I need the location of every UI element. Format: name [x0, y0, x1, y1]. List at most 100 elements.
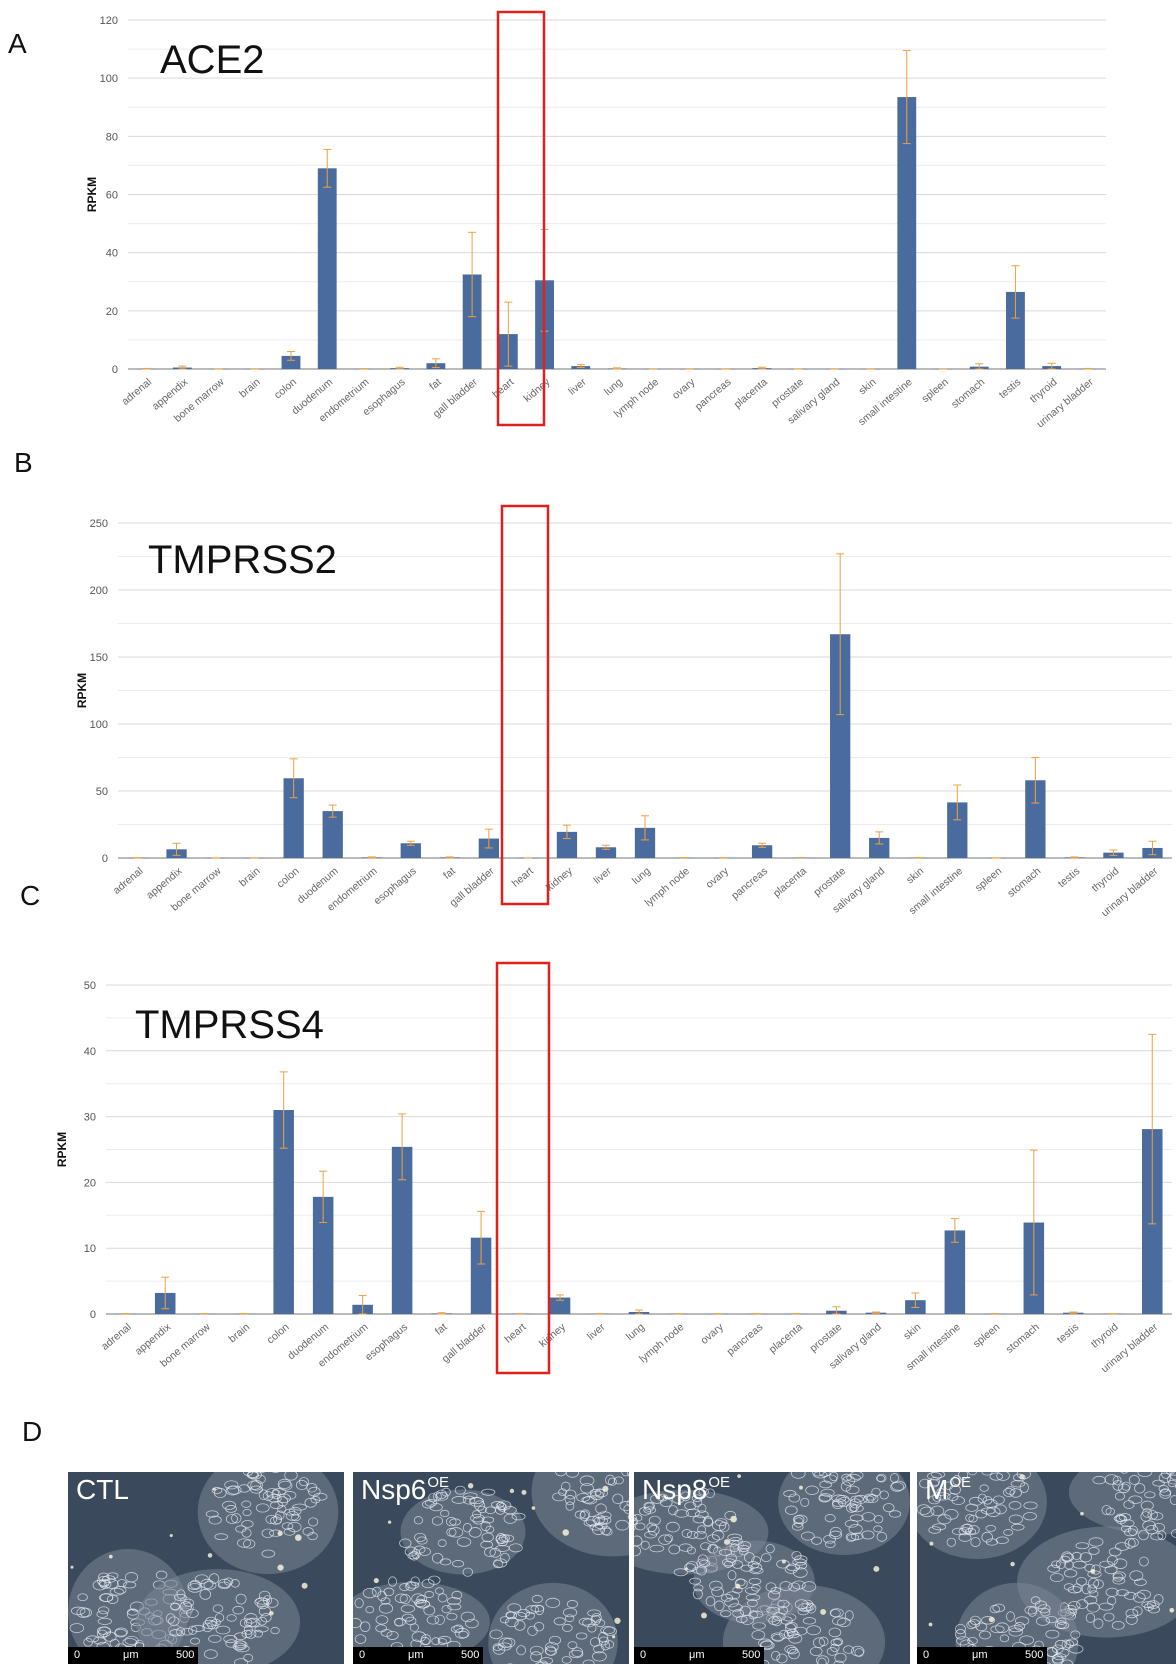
- cell: [783, 1490, 797, 1498]
- cell: [215, 1625, 231, 1635]
- y-tick-label: 60: [106, 190, 118, 202]
- cell: [1123, 1500, 1135, 1509]
- cell: [728, 1603, 743, 1612]
- x-tick-label: liver: [566, 376, 589, 398]
- bar-gall-bladder: [462, 274, 482, 369]
- cell: [446, 1597, 462, 1605]
- cell: [413, 1516, 424, 1525]
- cell: [955, 1623, 966, 1635]
- debris-dot: [269, 1610, 274, 1616]
- cell: [582, 1618, 596, 1628]
- cell: [643, 1506, 657, 1514]
- micrograph-panel: CTL 0 μm 500 Nsp6OE 0 μm 500 Nsp8OE 0 μm…: [68, 1472, 1176, 1664]
- cell: [191, 1624, 206, 1632]
- cell: [310, 1496, 321, 1504]
- cell: [435, 1489, 447, 1500]
- cell: [600, 1626, 615, 1635]
- cell: [1019, 1635, 1034, 1645]
- cell: [693, 1530, 707, 1540]
- cell: [1084, 1595, 1098, 1605]
- cell: [749, 1567, 764, 1575]
- cell: [1113, 1558, 1128, 1569]
- cell: [1114, 1542, 1130, 1551]
- x-tick-label: heart: [510, 865, 536, 890]
- debris-dot: [1080, 1511, 1084, 1516]
- cell: [593, 1644, 605, 1654]
- cell: [812, 1472, 825, 1477]
- cell: [261, 1528, 275, 1538]
- cell: [247, 1472, 259, 1479]
- cell: [394, 1618, 404, 1627]
- cell: [386, 1631, 399, 1640]
- bar-duodenum: [312, 1196, 334, 1314]
- x-tick-label: heart: [490, 376, 516, 401]
- cell: [1015, 1616, 1030, 1626]
- cell: [281, 1522, 294, 1530]
- cell: [312, 1492, 328, 1501]
- x-tick-label: thyroid: [1089, 1321, 1121, 1351]
- cell: [1092, 1475, 1106, 1485]
- cell: [1112, 1475, 1122, 1486]
- cell: [890, 1482, 905, 1492]
- cell: [981, 1616, 996, 1625]
- x-tick-label: kidney: [522, 376, 554, 405]
- debris-dot: [735, 1583, 741, 1589]
- cell: [406, 1581, 420, 1589]
- cell: [1093, 1579, 1104, 1589]
- cell: [411, 1631, 427, 1643]
- cell: [241, 1528, 252, 1538]
- debris-dot: [684, 1567, 688, 1571]
- cell: [431, 1516, 444, 1526]
- cell: [495, 1505, 506, 1515]
- cell: [1138, 1529, 1149, 1541]
- cell: [828, 1627, 842, 1638]
- cell-colony: [353, 1581, 490, 1663]
- cell: [1120, 1519, 1135, 1528]
- cell: [864, 1493, 877, 1501]
- cell: [946, 1537, 957, 1547]
- cell: [1093, 1618, 1104, 1629]
- cell: [1147, 1510, 1158, 1520]
- cell: [711, 1586, 725, 1598]
- cell: [1141, 1601, 1156, 1609]
- cell: [1166, 1474, 1176, 1485]
- cell: [69, 1623, 85, 1634]
- debris-dot: [169, 1533, 173, 1538]
- cell: [529, 1645, 544, 1656]
- debris-dot: [929, 1541, 934, 1546]
- cell: [514, 1620, 526, 1631]
- cell: [416, 1536, 428, 1545]
- cell: [801, 1581, 817, 1592]
- cell: [530, 1604, 545, 1613]
- cell: [124, 1572, 139, 1583]
- cell: [1134, 1483, 1146, 1494]
- cell: [831, 1494, 847, 1503]
- cell: [582, 1659, 595, 1664]
- x-tick-label: placenta: [732, 376, 770, 411]
- scale-bar: 0 μm 500: [353, 1647, 483, 1664]
- cell: [208, 1634, 222, 1643]
- cell: [745, 1594, 761, 1601]
- cell: [437, 1539, 447, 1548]
- cell: [594, 1488, 605, 1498]
- debris-dot: [387, 1520, 392, 1524]
- cell: [1153, 1594, 1164, 1605]
- cell: [634, 1517, 638, 1525]
- cell: [685, 1508, 700, 1518]
- cell: [255, 1503, 270, 1513]
- cell: [1152, 1522, 1165, 1532]
- cell: [848, 1523, 863, 1535]
- cell: [598, 1631, 609, 1643]
- cell: [702, 1517, 714, 1527]
- cell: [1129, 1570, 1144, 1582]
- cell: [882, 1503, 895, 1513]
- cell: [493, 1559, 504, 1569]
- y-tick-label: 20: [106, 306, 118, 318]
- cell: [600, 1525, 611, 1536]
- debris-dot: [799, 1485, 803, 1490]
- cell: [377, 1590, 387, 1602]
- debris-dot: [509, 1488, 515, 1494]
- cell: [779, 1629, 789, 1639]
- cell: [470, 1513, 485, 1523]
